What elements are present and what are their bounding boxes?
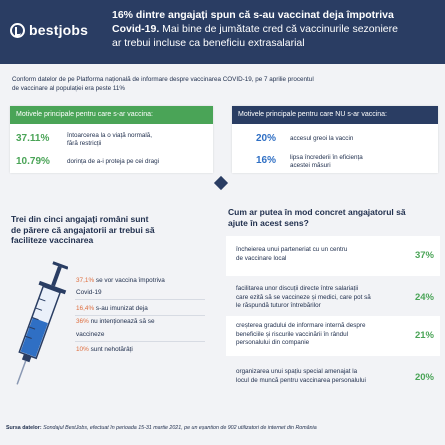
reasons-no-pct-2: 16% <box>256 155 277 166</box>
solution-2-line1: facilitarea unor discuții directe între … <box>236 285 359 292</box>
right-question-line1: Cum ar putea în mod concret angajatorul … <box>228 207 406 217</box>
solution-4-line2: locul de muncă pentru vaccinarea persona… <box>236 376 366 384</box>
syringe-illustration <box>16 261 68 385</box>
reasons-yes-text-1: întoarcerea la o viață normală, fără res… <box>67 132 152 148</box>
left-question-line1: Trei din cinci angajați români sunt <box>11 214 149 224</box>
solution-2-line2: care ezită să se vaccineze și medici, ca… <box>236 293 371 301</box>
syringe-liquid <box>20 317 48 357</box>
reasons-yes-text-2: dorința de a-i proteja pe cei dragi <box>67 158 160 165</box>
reasons-no-title: Motivele principale pentru care NU s-ar … <box>232 106 438 124</box>
survey-stat-1-line2: Covid-19 <box>76 289 102 296</box>
intro-text: Conform datelor de pe Platforma național… <box>12 75 342 93</box>
reasons-no-text-2b: acestei măsuri <box>290 162 331 169</box>
solution-1-line1: încheierea unui parteneriat cu un centru <box>236 246 348 253</box>
survey-stat-2-pct: 16,4% <box>76 305 95 312</box>
left-question-title: Trei din cinci angajați români sunt de p… <box>11 214 211 246</box>
survey-stat-2-text: s-au imunizat deja <box>94 305 148 312</box>
solution-text-1: încheierea unui parteneriat cu un centru… <box>236 246 347 263</box>
intro-line2: de vaccinare al populației era peste 11% <box>12 85 125 92</box>
reasons-yes-text-1b: fără restricții <box>67 140 102 147</box>
brand-name: bestjobs <box>29 22 89 38</box>
reasons-no-text-2a: lipsa încrederii în eficiența <box>290 154 363 161</box>
survey-stat-4-pct: 10% <box>76 346 89 353</box>
survey-stat-1-pct: 37,1% <box>76 277 95 284</box>
solution-row-1: încheierea unui parteneriat cu un centru… <box>226 236 440 276</box>
survey-stat-3-line2: vaccineze <box>76 331 105 338</box>
center-diamond <box>213 175 229 191</box>
footer-source: Sursa datelor: Sondajul BestJobs, efectu… <box>6 425 442 431</box>
solution-row-2: facilitarea unor discuții directe între … <box>226 280 440 316</box>
reasons-yes-pct-1: 37.11% <box>16 133 50 144</box>
reasons-no-text-2: lipsa încrederii în eficiența acestei mă… <box>290 154 363 170</box>
header-banner: bestjobs 16% dintre angajați spun că s-a… <box>0 0 445 64</box>
solution-pct-2: 24% <box>414 292 434 303</box>
survey-stat-3-pct: 36% <box>76 318 89 325</box>
headline: 16% dintre angajați spun că s-au vaccina… <box>112 8 440 50</box>
left-question-line3: faciliteze vaccinarea <box>11 235 94 245</box>
reasons-yes-title: Motivele principale pentru care s-ar vac… <box>10 106 213 124</box>
headline-line1: 16% dintre angajați spun că s-au vaccina… <box>112 9 394 21</box>
headline-line2-bold: Covid-19. <box>112 23 160 35</box>
bestjobs-logo: bestjobs <box>10 22 88 38</box>
reasons-no-text-1: accesul greoi la vaccin <box>290 135 354 142</box>
footer-label: Sursa datelor: <box>6 425 42 431</box>
bestjobs-logo-icon <box>10 22 25 38</box>
left-question-line2: de părere că angajatorii ar trebui să <box>11 224 155 235</box>
intro-line1: Conform datelor de pe Platforma național… <box>12 76 314 83</box>
solution-2-line3: le răspundă tuturor întrebărilor <box>236 302 321 309</box>
solution-3-line2: beneficiile și riscurile vaccinării în r… <box>236 330 348 338</box>
survey-stat-1: 37,1% se vor vaccina împotriva <box>76 277 165 284</box>
survey-stat-3-text: nu intenționează să se <box>88 318 155 325</box>
survey-divider <box>75 341 205 342</box>
right-question-line2: ajute în acest sens? <box>228 217 309 228</box>
reasons-yes-text-1a: întoarcerea la o viață normală, <box>67 132 153 139</box>
solution-text-3: creșterea gradului de informare internă … <box>236 322 366 348</box>
solution-3-line3: personalului din companie <box>236 339 310 346</box>
solution-text-4: organizarea unui spațiu special amenajat… <box>236 368 366 385</box>
headline-line3: ar trebui incluse ca beneficiu extrasala… <box>112 37 305 49</box>
solution-text-2: facilitarea unor discuții directe între … <box>236 285 371 311</box>
survey-stat-1-text: se vor vaccina împotriva <box>94 277 165 284</box>
survey-divider <box>75 299 205 300</box>
solution-1-line2: de vaccinare local <box>236 254 287 262</box>
solution-3-line1: creșterea gradului de informare internă … <box>236 322 366 329</box>
syringe-plunger-cap <box>52 261 68 270</box>
survey-stat-3: 36% nu intenționează să se <box>76 318 155 325</box>
reasons-no-pct-1: 20% <box>256 133 277 144</box>
footer-text: Sondajul BestJobs, efectuat în perioada … <box>41 425 317 431</box>
reasons-yes-card: Motivele principale pentru care s-ar vac… <box>10 106 213 173</box>
syringe-plunger-rod <box>51 266 62 287</box>
solution-row-4: organizarea unui spațiu special amenajat… <box>226 358 440 398</box>
reasons-yes-pct-2: 10.79% <box>16 156 50 167</box>
survey-stat-2: 16,4% s-au imunizat deja <box>76 305 148 312</box>
syringe-needle <box>16 360 27 385</box>
survey-stat-4-text: sunt nehotărâți <box>88 346 133 353</box>
right-question-title: Cum ar putea în mod concret angajatorul … <box>228 207 440 228</box>
survey-divider <box>75 315 205 316</box>
solution-pct-4: 20% <box>414 372 434 383</box>
solution-pct-1: 37% <box>414 250 434 261</box>
solution-row-3: creșterea gradului de informare internă … <box>226 316 440 356</box>
reasons-no-card: Motivele principale pentru care NU s-ar … <box>232 106 438 173</box>
syringe-tip <box>21 353 32 363</box>
solution-pct-3: 21% <box>414 330 434 341</box>
solution-4-line1: organizarea unui spațiu special amenajat… <box>236 368 358 375</box>
syringe-flange <box>38 280 67 295</box>
survey-stat-4: 10% sunt nehotărâți <box>76 346 133 353</box>
headline-line2: Mai bine de jumătate cred că vaccinurile… <box>159 23 398 35</box>
